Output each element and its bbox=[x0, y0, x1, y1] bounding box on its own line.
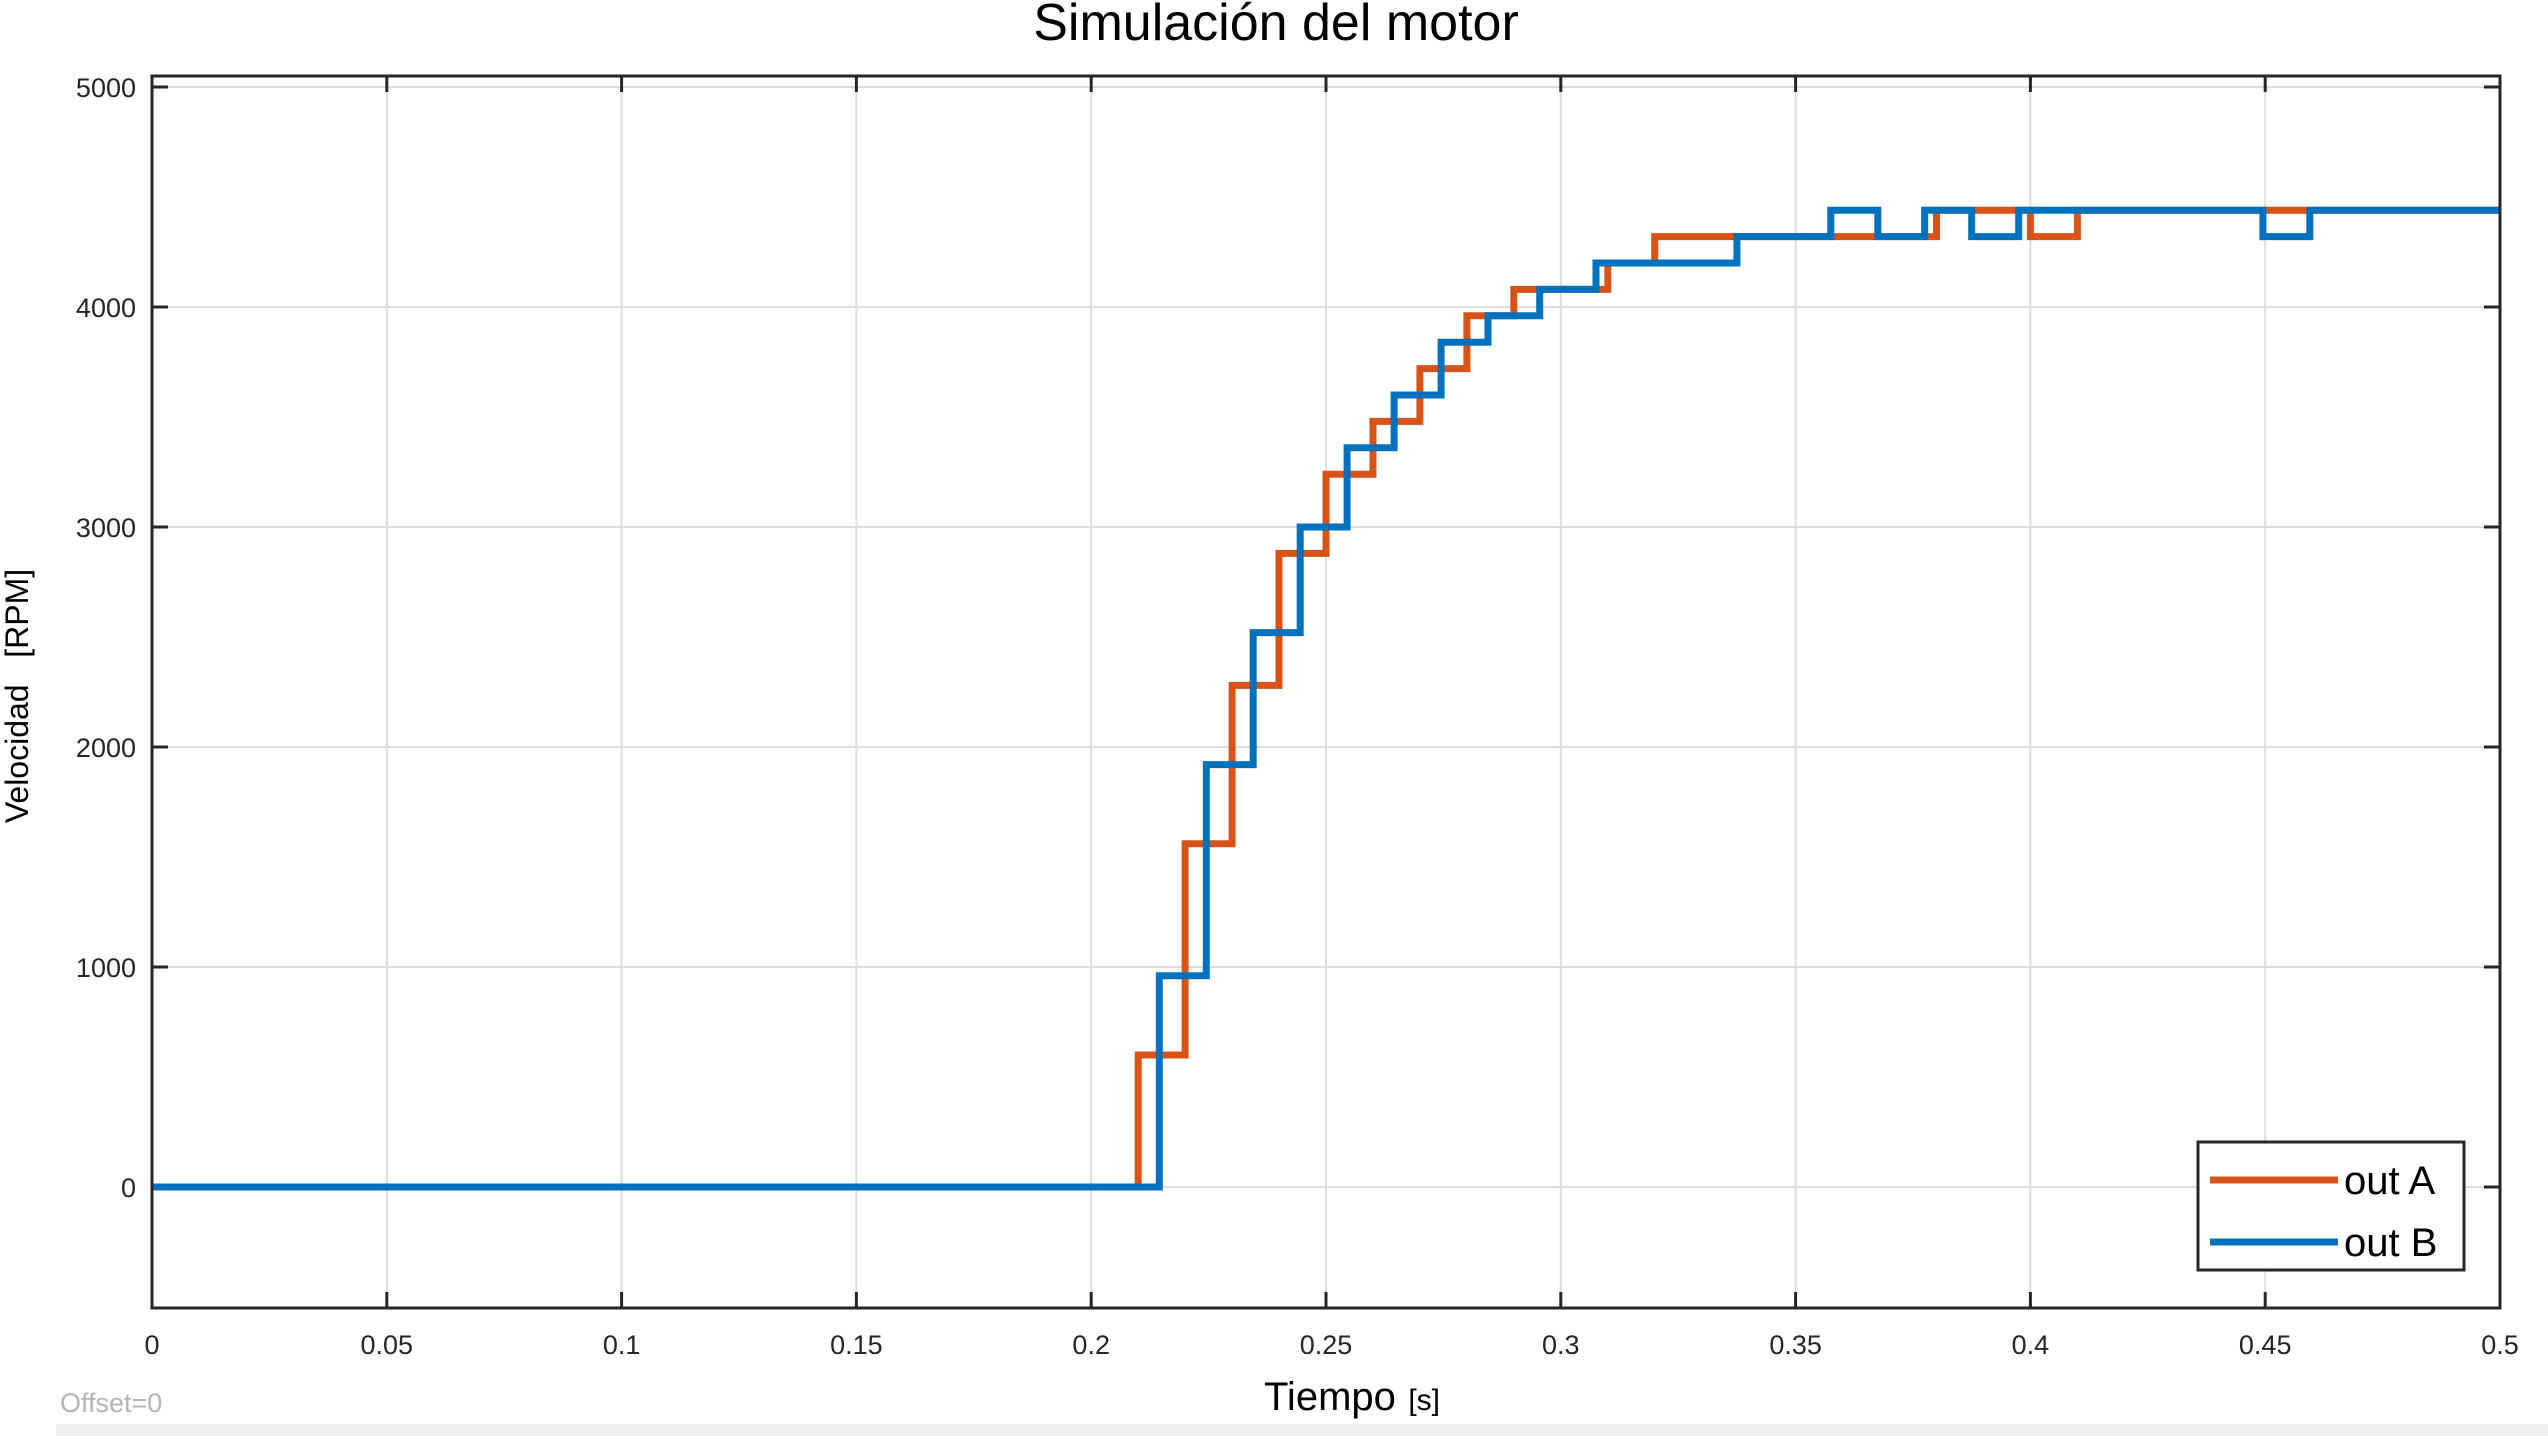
offset-label: Offset=0 bbox=[60, 1388, 162, 1418]
y-tick-label: 2000 bbox=[76, 733, 136, 763]
legend-box bbox=[2196, 1140, 2466, 1272]
bottom-strip bbox=[56, 1424, 2548, 1436]
x-tick-label: 0.2 bbox=[1072, 1330, 1110, 1360]
x-axis-label-unit: [s] bbox=[1408, 1384, 1440, 1417]
x-tick-label: 0.15 bbox=[830, 1330, 883, 1360]
x-tick-label: 0.3 bbox=[1542, 1330, 1580, 1360]
grid bbox=[152, 76, 2500, 1308]
x-tick-label: 0.5 bbox=[2481, 1330, 2519, 1360]
x-tick-label: 0.05 bbox=[361, 1330, 414, 1360]
legend-label-out-b: out B bbox=[2344, 1221, 2437, 1265]
series-line-out-b bbox=[152, 206, 2500, 1191]
x-tick-label: 0 bbox=[144, 1330, 159, 1360]
x-tick-label: 0.1 bbox=[603, 1330, 641, 1360]
x-tick-label: 0.35 bbox=[1769, 1330, 1822, 1360]
y-tick-label: 4000 bbox=[76, 293, 136, 323]
legend-label-out-a: out A bbox=[2344, 1159, 2436, 1203]
y-tick-label: 5000 bbox=[76, 73, 136, 103]
y-tick-labels: 0 1000 2000 3000 4000 5000 bbox=[76, 73, 136, 1203]
chart-title: Simulación del motor bbox=[1033, 0, 1519, 52]
x-axis-label-text: Tiempo bbox=[1264, 1375, 1396, 1419]
y-tick-label: 0 bbox=[121, 1173, 136, 1203]
y-tick-label: 1000 bbox=[76, 953, 136, 983]
x-axis-label: Tiempo [s] bbox=[1264, 1375, 1440, 1419]
x-tick-label: 0.25 bbox=[1300, 1330, 1353, 1360]
x-tick-labels: 0 0.05 0.1 0.15 0.2 0.25 0.3 0.35 0.4 0.45 0.5 bbox=[144, 1330, 2518, 1360]
y-axis-label: Velocidad [RPM] bbox=[0, 569, 35, 823]
plot-frame bbox=[150, 74, 2502, 1310]
series bbox=[152, 206, 2500, 1191]
legend: out A out B bbox=[2196, 1140, 2466, 1272]
x-tick-label: 0.4 bbox=[2012, 1330, 2050, 1360]
y-tick-label: 3000 bbox=[76, 513, 136, 543]
x-tick-label: 0.45 bbox=[2239, 1330, 2292, 1360]
